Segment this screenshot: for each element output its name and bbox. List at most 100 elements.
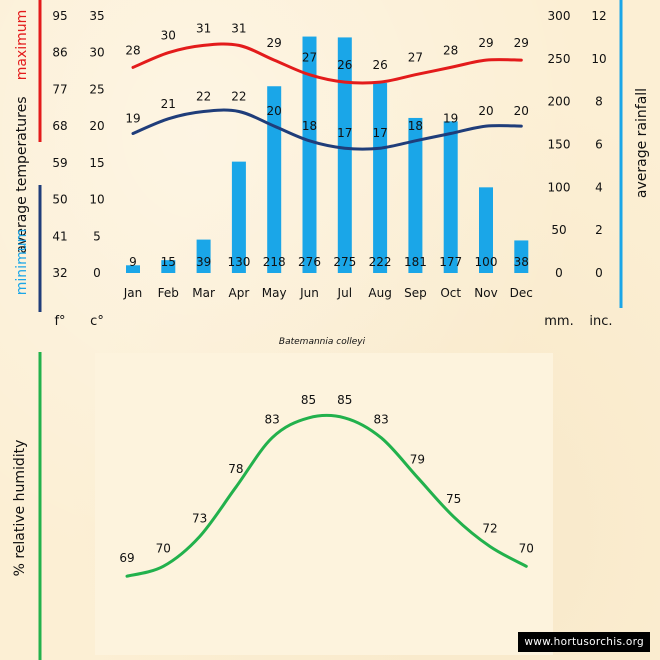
y-tick-mm: 300 bbox=[548, 9, 571, 23]
rainfall-bar bbox=[337, 37, 352, 273]
y-tick-mm: 50 bbox=[551, 223, 566, 237]
y-tick-celsius: 15 bbox=[89, 156, 104, 170]
y-tick-mm: 250 bbox=[548, 52, 571, 66]
rainfall-label: 15 bbox=[161, 255, 176, 269]
x-tick-month: Dec bbox=[510, 286, 533, 300]
max-temp-label: 27 bbox=[408, 51, 423, 65]
humidity-label: 73 bbox=[192, 512, 207, 526]
min-temp-label: 21 bbox=[161, 97, 176, 111]
max-temperature-line bbox=[131, 42, 523, 85]
humidity-label: 85 bbox=[301, 393, 316, 407]
y-tick-celsius: 35 bbox=[89, 9, 104, 23]
y-tick-fahrenheit: 59 bbox=[52, 156, 67, 170]
y-tick-celsius: 0 bbox=[93, 266, 101, 280]
chart-title: Batemannia colleyi bbox=[279, 337, 366, 347]
max-temp-label: 29 bbox=[267, 36, 282, 50]
unit-inches: inc. bbox=[589, 314, 612, 329]
min-temperature-line bbox=[131, 108, 523, 151]
max-temp-label: 26 bbox=[337, 58, 352, 72]
min-temp-label: 18 bbox=[302, 119, 317, 133]
max-temp-label: 29 bbox=[514, 36, 529, 50]
y-tick-fahrenheit: 41 bbox=[52, 229, 67, 243]
y-tick-inches: 8 bbox=[595, 95, 603, 109]
min-temp-label: 17 bbox=[372, 126, 387, 140]
max-temp-label: 26 bbox=[372, 58, 387, 72]
rainfall-label: 222 bbox=[369, 255, 392, 269]
max-temp-label: 27 bbox=[302, 51, 317, 65]
x-tick-month: Mar bbox=[192, 286, 215, 300]
y-tick-inches: 4 bbox=[595, 180, 603, 194]
min-temp-label: 19 bbox=[125, 111, 140, 125]
humidity-label: 78 bbox=[228, 462, 243, 476]
rainfall-bar bbox=[373, 82, 388, 273]
humidity-label: 72 bbox=[482, 522, 497, 536]
y-tick-fahrenheit: 32 bbox=[52, 266, 67, 280]
x-tick-month: Aug bbox=[368, 286, 391, 300]
rainfall-label: 38 bbox=[514, 255, 529, 269]
y-tick-fahrenheit: 50 bbox=[52, 193, 67, 207]
min-temp-label: 20 bbox=[478, 104, 493, 118]
rainfall-bar bbox=[479, 187, 493, 273]
rainfall-label: 276 bbox=[298, 255, 321, 269]
min-temp-label: 18 bbox=[408, 119, 423, 133]
humidity-label: 85 bbox=[337, 393, 352, 407]
humidity-label: 69 bbox=[119, 551, 134, 565]
y-tick-celsius: 25 bbox=[89, 82, 104, 96]
unit-celsius: c° bbox=[90, 314, 104, 329]
min-temp-label: 19 bbox=[443, 111, 458, 125]
rainfall-label: 181 bbox=[404, 255, 427, 269]
rainfall-label: 39 bbox=[196, 255, 211, 269]
rainfall-bar bbox=[267, 86, 282, 273]
x-tick-month: May bbox=[262, 286, 287, 300]
y-tick-fahrenheit: 77 bbox=[52, 82, 67, 96]
min-temp-label: 22 bbox=[196, 89, 211, 103]
y-tick-fahrenheit: 95 bbox=[52, 9, 67, 23]
x-tick-month: Apr bbox=[229, 286, 250, 300]
rainfall-bar bbox=[443, 121, 458, 274]
min-temp-label: 17 bbox=[337, 126, 352, 140]
rainfall-label: 218 bbox=[263, 255, 286, 269]
rainfall-bar bbox=[196, 239, 211, 273]
y-tick-celsius: 20 bbox=[89, 119, 104, 133]
y-tick-mm: 100 bbox=[548, 180, 571, 194]
rainfall-bar bbox=[161, 260, 176, 273]
min-temp-label: 20 bbox=[514, 104, 529, 118]
x-tick-month: Nov bbox=[474, 286, 497, 300]
x-tick-month: Jul bbox=[337, 286, 352, 300]
rainfall-label: 177 bbox=[439, 255, 462, 269]
rainfall-bar bbox=[126, 265, 140, 273]
credit: www.hortusorchis.org bbox=[518, 632, 650, 652]
x-tick-month: Jan bbox=[123, 286, 143, 300]
max-temp-label: 28 bbox=[443, 43, 458, 57]
max-temp-label: 31 bbox=[196, 21, 211, 35]
y-tick-fahrenheit: 68 bbox=[52, 119, 67, 133]
humidity-label: 70 bbox=[519, 541, 534, 555]
max-temp-label: 29 bbox=[478, 36, 493, 50]
rainfall-label: 275 bbox=[333, 255, 356, 269]
x-tick-month: Jun bbox=[299, 286, 319, 300]
rainfall-bar bbox=[231, 161, 246, 273]
rainfall-label: 100 bbox=[475, 255, 498, 269]
y-tick-inches: 12 bbox=[591, 9, 606, 23]
y-tick-mm: 200 bbox=[548, 95, 571, 109]
humidity-axis-label: % relative humidity bbox=[12, 440, 28, 577]
humidity-label: 83 bbox=[373, 413, 388, 427]
y-tick-inches: 0 bbox=[595, 266, 603, 280]
humidity-label: 83 bbox=[265, 413, 280, 427]
rainfall-label: 9 bbox=[129, 255, 137, 269]
unit-mm: mm. bbox=[544, 314, 573, 329]
x-tick-month: Sep bbox=[404, 286, 427, 300]
unit-fahrenheit: f° bbox=[54, 314, 65, 329]
y-tick-fahrenheit: 86 bbox=[52, 46, 67, 60]
max-temp-label: 31 bbox=[231, 21, 246, 35]
y-tick-celsius: 30 bbox=[89, 46, 104, 60]
y-tick-mm: 0 bbox=[555, 266, 563, 280]
y-tick-inches: 6 bbox=[595, 138, 603, 152]
humidity-label: 70 bbox=[156, 541, 171, 555]
x-tick-month: Feb bbox=[158, 286, 179, 300]
max-temp-label: 28 bbox=[125, 43, 140, 57]
y-tick-inches: 2 bbox=[595, 223, 603, 237]
x-tick-month: Oct bbox=[440, 286, 461, 300]
rainfall-axis-label: average rainfall bbox=[634, 88, 650, 198]
